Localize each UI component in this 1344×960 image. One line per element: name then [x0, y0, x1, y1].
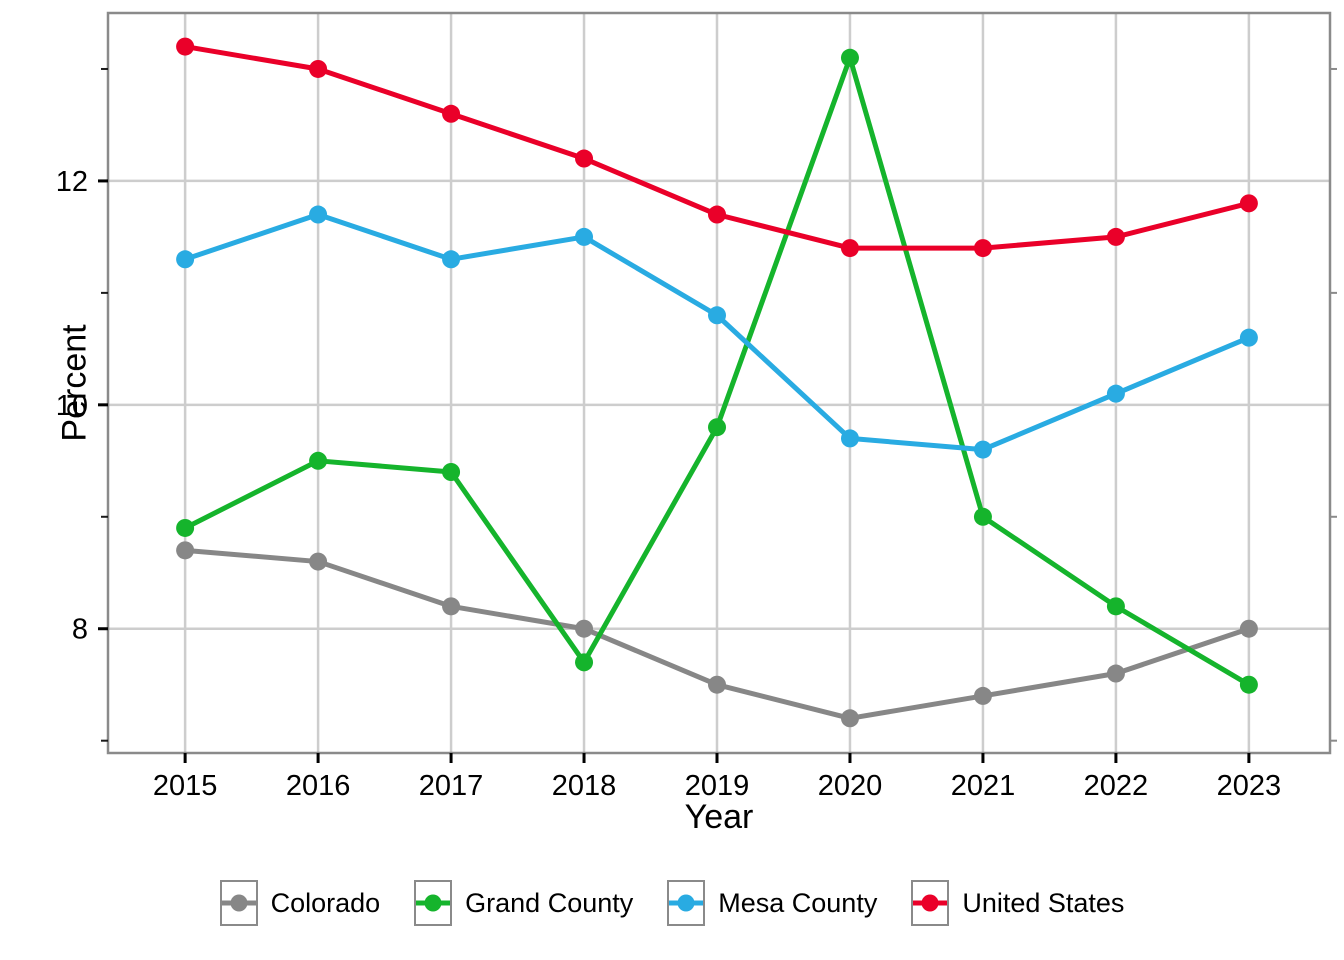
legend-item-united-states: United States — [911, 880, 1124, 926]
data-point-united-states-2017 — [442, 104, 461, 123]
data-point-united-states-2019 — [708, 205, 727, 224]
data-point-grand-county-2020 — [840, 48, 859, 67]
data-point-grand-county-2018 — [575, 653, 594, 672]
data-point-united-states-2016 — [309, 59, 328, 78]
data-point-grand-county-2017 — [442, 463, 461, 482]
legend-point-icon — [230, 894, 248, 912]
legend-key-grand-county — [414, 880, 453, 926]
data-point-united-states-2015 — [176, 37, 195, 56]
x-tick-label-2015: 2015 — [153, 770, 218, 802]
data-point-colorado-2020 — [840, 709, 859, 728]
data-point-grand-county-2023 — [1239, 675, 1258, 694]
data-point-colorado-2018 — [575, 619, 594, 638]
x-tick-label-2016: 2016 — [286, 770, 351, 802]
legend-glyph-colorado — [221, 894, 256, 912]
y-axis-title: Percent — [55, 324, 94, 442]
y-tick-label-8: 8 — [72, 614, 88, 646]
x-tick-label-2023: 2023 — [1217, 770, 1282, 802]
x-tick-label-2017: 2017 — [419, 770, 484, 802]
legend-key-colorado — [219, 880, 258, 926]
legend-point-icon — [677, 894, 695, 912]
x-tick-label-2021: 2021 — [951, 770, 1016, 802]
data-point-united-states-2020 — [840, 239, 859, 258]
legend-key-mesa-county — [667, 880, 706, 926]
data-point-grand-county-2021 — [973, 507, 992, 526]
legend-label-colorado: Colorado — [270, 887, 381, 918]
x-axis-title: Year — [0, 800, 1344, 834]
data-point-mesa-county-2018 — [575, 227, 594, 246]
data-point-grand-county-2016 — [309, 451, 328, 470]
data-point-mesa-county-2023 — [1239, 328, 1258, 347]
data-point-mesa-county-2017 — [442, 250, 461, 269]
legend-item-mesa-county: Mesa County — [667, 880, 877, 926]
legend-glyph-mesa-county — [669, 894, 704, 912]
legend-label-united-states: United States — [962, 887, 1125, 918]
legend-point-icon — [921, 894, 939, 912]
x-tick-label-2018: 2018 — [552, 770, 617, 802]
x-tick-label-2022: 2022 — [1084, 770, 1149, 802]
legend-key-united-states — [911, 880, 950, 926]
data-point-colorado-2023 — [1239, 619, 1258, 638]
x-tick-label-2019: 2019 — [685, 770, 750, 802]
legend-glyph-grand-county — [416, 894, 451, 912]
data-point-united-states-2023 — [1239, 194, 1258, 213]
data-point-grand-county-2019 — [708, 418, 727, 437]
data-point-united-states-2021 — [973, 239, 992, 258]
data-point-mesa-county-2021 — [973, 440, 992, 459]
data-point-colorado-2021 — [973, 686, 992, 705]
legend-glyph-united-states — [913, 894, 948, 912]
data-point-mesa-county-2016 — [309, 205, 328, 224]
legend: Colorado Grand County Mesa County United St… — [0, 880, 1344, 926]
data-point-united-states-2018 — [575, 149, 594, 168]
data-point-united-states-2022 — [1106, 227, 1125, 246]
data-point-colorado-2022 — [1106, 664, 1125, 683]
y-tick-label-12: 12 — [56, 166, 88, 198]
data-point-mesa-county-2015 — [176, 250, 195, 269]
panel-border — [106, 11, 1332, 755]
plot-area: 2015 2016 2017 2018 2019 2020 2021 2022 2023 8 10 1… — [56, 11, 1337, 802]
y-tick-label-10: 10 — [56, 390, 88, 422]
legend-label-mesa-county: Mesa County — [718, 887, 878, 918]
x-axis-title-text: Year — [684, 798, 754, 836]
x-tick-label-2020: 2020 — [818, 770, 883, 802]
data-point-grand-county-2022 — [1106, 597, 1125, 616]
data-point-colorado-2019 — [708, 675, 727, 694]
legend-item-colorado: Colorado — [219, 880, 381, 926]
data-point-mesa-county-2020 — [840, 429, 859, 448]
data-point-colorado-2017 — [442, 597, 461, 616]
data-point-mesa-county-2019 — [708, 306, 727, 325]
data-point-colorado-2016 — [309, 552, 328, 571]
data-point-mesa-county-2022 — [1106, 384, 1125, 403]
legend-point-icon — [424, 894, 442, 912]
data-point-grand-county-2015 — [176, 518, 195, 537]
legend-item-grand-county: Grand County — [414, 880, 633, 926]
legend-label-grand-county: Grand County — [465, 887, 634, 918]
data-point-colorado-2015 — [176, 541, 195, 560]
